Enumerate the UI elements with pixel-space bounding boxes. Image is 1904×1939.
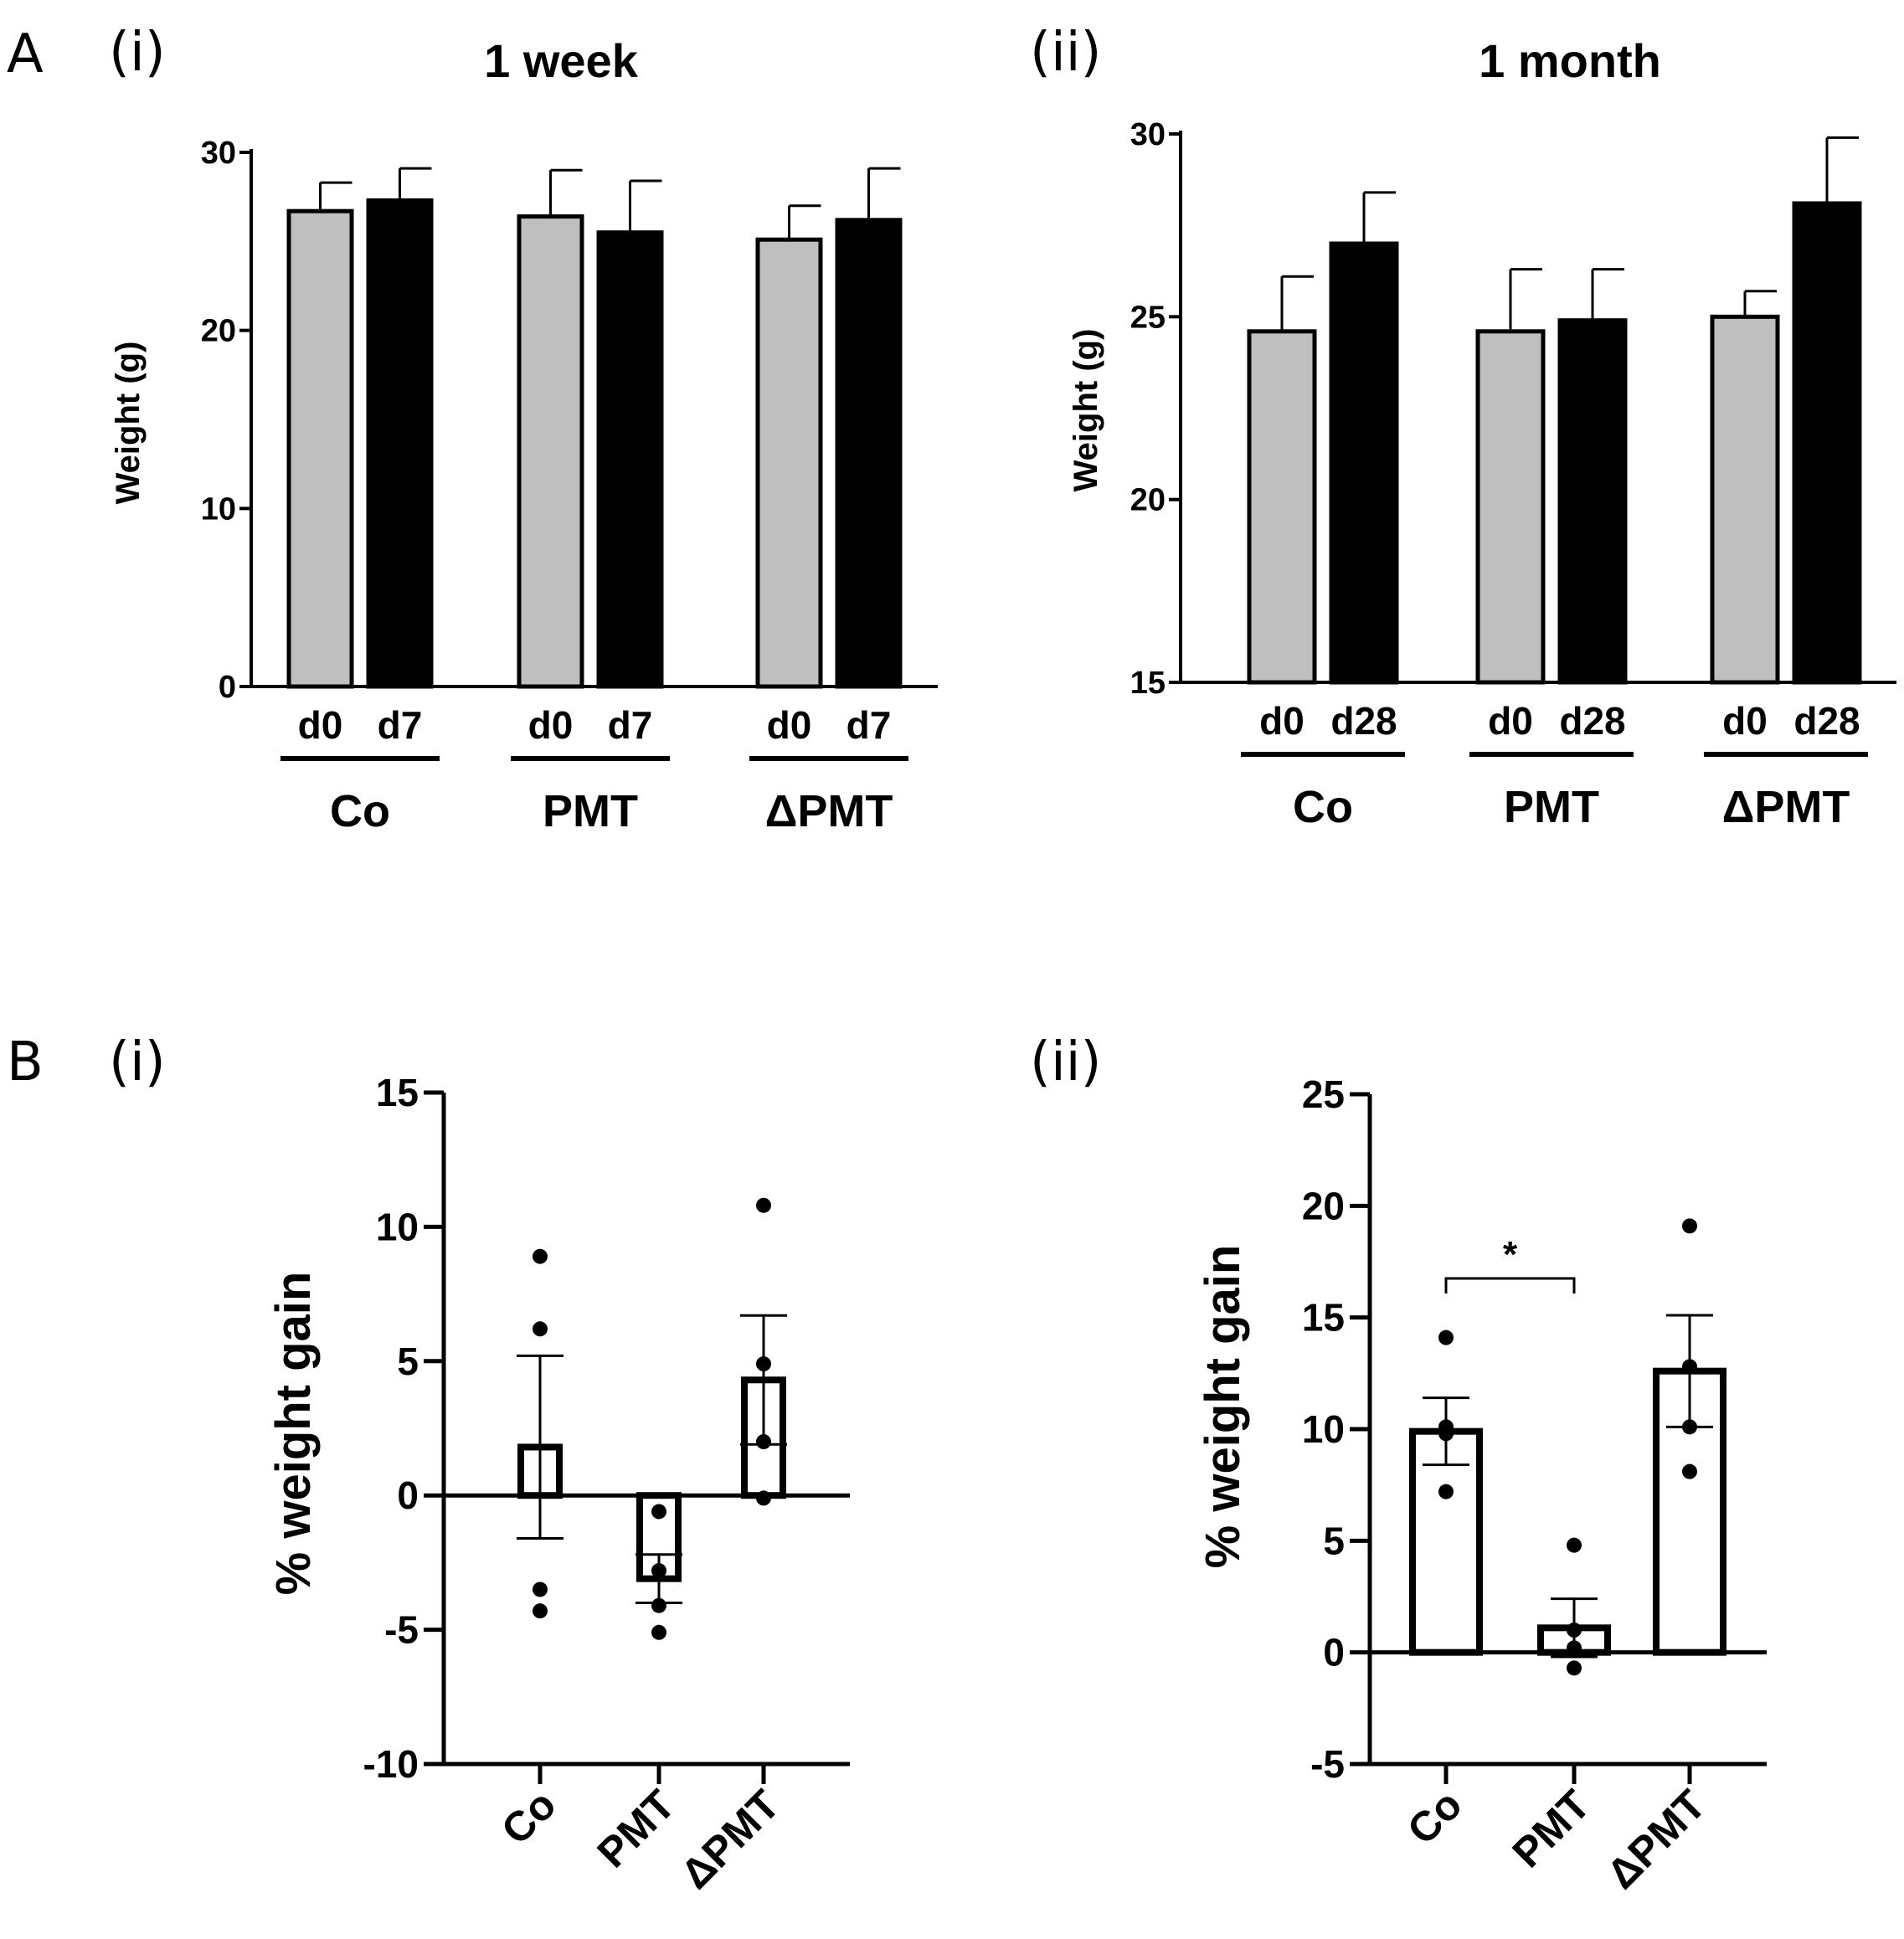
x-tick-label-pmt: PMT [589, 1781, 684, 1876]
data-point [533, 1248, 548, 1264]
panel-sub-b-ii: (ii) [1030, 1031, 1102, 1093]
data-point [1438, 1426, 1454, 1442]
group-label-co: Co [1293, 782, 1353, 832]
group-label-pmt: PMT [543, 786, 638, 836]
data-point [1682, 1463, 1697, 1479]
group-label-pmt: PMT [1504, 782, 1599, 832]
chart-title-a-ii: 1 month [1479, 34, 1661, 87]
chart-a-i: (i) 1 week Weight (g) 0 10 20 30 d0 d7 Co d0 d7 P… [109, 22, 938, 836]
bar-delta-pmt-d28 [1792, 201, 1862, 685]
y-tick-label: 15 [1302, 1296, 1345, 1340]
y-tick-label: -10 [363, 1742, 419, 1786]
x-tick-label-delta-pmt: ΔPMT [1598, 1781, 1715, 1898]
data-point [651, 1563, 666, 1579]
y-axis-label-a-i: Weight (g) [110, 342, 147, 505]
y-tick-label: 15 [1130, 666, 1166, 701]
data-point [756, 1197, 771, 1213]
y-axis-label-a-ii: Weight (g) [1068, 329, 1104, 492]
y-tick-label: -5 [384, 1608, 419, 1652]
y-tick-label: 10 [201, 491, 236, 527]
data-point [1438, 1330, 1454, 1345]
y-tick-label: 30 [1130, 117, 1166, 152]
data-point [651, 1504, 666, 1520]
data-point [1682, 1218, 1697, 1234]
y-tick-label: 10 [1302, 1407, 1345, 1451]
data-point [1567, 1623, 1582, 1638]
y-tick-label: 10 [376, 1205, 419, 1248]
group-label-delta-pmt: ΔPMT [1722, 782, 1850, 832]
data-point [756, 1490, 771, 1506]
data-point [1567, 1537, 1582, 1553]
data-point [651, 1597, 666, 1613]
chart-title-a-i: 1 week [484, 34, 639, 87]
chart-a-ii: (ii) 1 month Weight (g) 15 20 25 30 d0 d28 Co d… [1030, 22, 1896, 832]
panel-letter-b: B [7, 1031, 44, 1093]
x-tick-label: d28 [1793, 699, 1860, 743]
y-tick-label: 0 [1323, 1631, 1345, 1674]
x-tick-label: d28 [1559, 699, 1625, 743]
x-tick-label: d0 [298, 703, 343, 747]
bar-delta-pmt-d0 [1710, 314, 1780, 685]
group-label-delta-pmt: ΔPMT [765, 786, 893, 836]
data-point [651, 1624, 666, 1640]
y-axis-label-b-ii: % weight gain [1196, 1245, 1250, 1569]
x-tick-label: d7 [847, 703, 892, 747]
panel-letter-a: A [7, 23, 44, 85]
panel-sub-a-ii: (ii) [1030, 22, 1102, 84]
x-tick-label: d7 [378, 703, 423, 747]
data-point [1682, 1359, 1697, 1375]
x-tick-label-delta-pmt: ΔPMT [672, 1781, 789, 1898]
x-tick-label-pmt: PMT [1504, 1781, 1599, 1876]
y-axis-label-b-i: % weight gain [266, 1272, 321, 1596]
y-tick-label: 25 [1130, 300, 1166, 335]
y-tick-label: 0 [397, 1474, 419, 1517]
x-tick-label: d28 [1330, 699, 1397, 743]
bar-co-d7 [366, 198, 434, 689]
data-point [533, 1582, 548, 1597]
y-tick-label: 15 [376, 1071, 419, 1114]
group-label-co: Co [330, 786, 390, 836]
significance-label: * [1503, 1234, 1518, 1275]
x-tick-label-co: Co [1398, 1781, 1471, 1854]
x-tick-label: d0 [528, 703, 574, 747]
data-point [533, 1603, 548, 1619]
bar-co-d0 [286, 208, 354, 689]
x-tick-label: d0 [767, 703, 812, 747]
bar-pmt-d0 [1475, 329, 1546, 685]
x-tick-label: d7 [608, 703, 653, 747]
y-tick-label: 25 [1302, 1072, 1345, 1116]
panel-sub-a-i: (i) [109, 22, 166, 84]
significance-bracket [1444, 1277, 1576, 1294]
chart-b-ii: (ii) % weight gain -5 0 5 10 15 20 25 Co PMTΔPMT… [1030, 1031, 1767, 1898]
y-tick-label: 5 [397, 1340, 419, 1383]
x-tick-label: d0 [1488, 699, 1533, 743]
data-point [1682, 1419, 1697, 1435]
data-point [1438, 1484, 1454, 1499]
y-tick-label: 20 [1130, 483, 1166, 518]
y-tick-label: 5 [1323, 1519, 1345, 1562]
data-point [533, 1321, 548, 1337]
x-tick-label-co: Co [492, 1781, 565, 1854]
bar-co-d0 [1247, 329, 1317, 685]
bar-delta-pmt-d7 [835, 218, 903, 689]
data-point [756, 1356, 771, 1372]
y-tick-label: 20 [201, 314, 236, 349]
y-tick-label: -5 [1310, 1742, 1345, 1786]
bar-co-d28 [1329, 241, 1399, 685]
y-tick-label: 30 [201, 136, 236, 171]
bar-delta-pmt-d0 [755, 237, 823, 689]
data-point [756, 1434, 771, 1450]
bar-pmt-d0 [517, 214, 584, 689]
y-tick-label: 0 [219, 670, 236, 705]
bar-pmt-d28 [1557, 318, 1628, 685]
x-tick-label: d0 [1722, 699, 1768, 743]
data-point [1567, 1660, 1582, 1676]
panel-sub-b-i: (i) [109, 1031, 166, 1093]
bar-pmt-d7 [596, 230, 664, 689]
x-tick-label: d0 [1259, 699, 1304, 743]
y-tick-label: 20 [1302, 1184, 1345, 1227]
